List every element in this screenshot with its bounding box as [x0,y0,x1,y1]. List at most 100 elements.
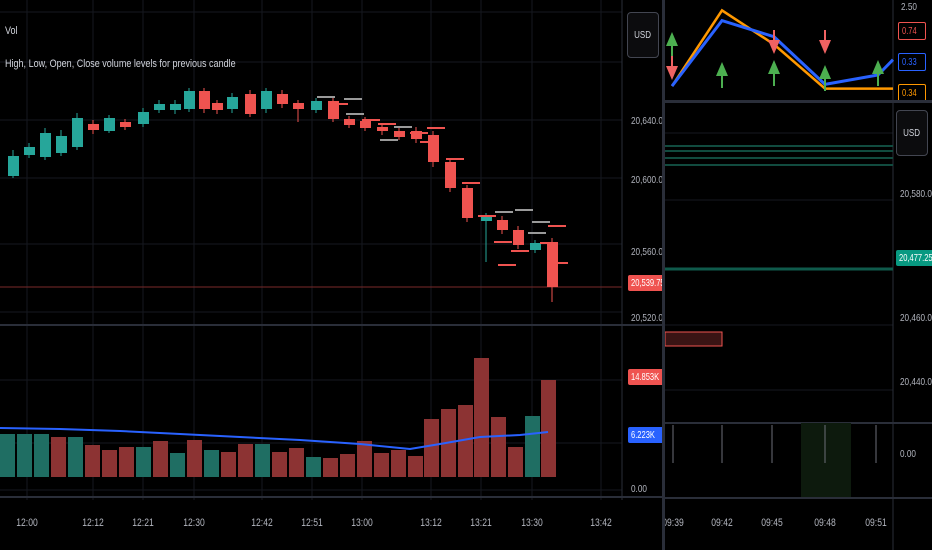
indicator-name: Vol [5,25,18,37]
volume-bar [136,447,151,477]
volume-bar [17,434,32,477]
last-price-value: 20,539.75 [631,277,662,289]
volume-bar [289,448,304,477]
time-label: 13:12 [420,517,442,529]
volume-bar [391,450,406,477]
candle-body [8,156,19,176]
volume-bar [340,454,355,477]
orange-series-line [670,8,893,90]
rb-price-badge: 20,477.25 [896,250,932,266]
time-label: 12:21 [132,517,154,529]
candle-body [212,103,223,110]
rt-badge-red: 0.74 [898,22,927,40]
candle-body [394,131,405,137]
rb-price-tick: 20,580.00 [900,188,932,200]
down-arrow-icon [819,40,831,54]
candle-body [328,101,339,119]
candle-body [120,122,131,127]
volume-badge-red: 14.853K [628,369,662,385]
main-chart-pane[interactable]: Vol High, Low, Open, Close volume levels… [0,0,662,550]
rt-badge-orange: 0.34 [898,84,927,100]
volume-zero-label: 0.00 [631,483,647,495]
volume-bar [34,434,49,477]
volume-bar [306,457,321,477]
rb-time-label: 09:45 [761,517,783,529]
candle-body [277,94,288,104]
right-bottom-panel[interactable]: USD 20,580.00 20,477.25 20,460.00 20,440… [665,103,932,550]
pane-separator-h[interactable] [665,100,932,103]
volume-bar [68,437,83,477]
pane-separator[interactable] [662,0,665,550]
candle-body [261,91,272,109]
main-chart-canvas[interactable] [0,0,662,550]
volume-bar [255,444,270,477]
volume-bar [408,456,423,477]
candle-body [40,133,51,157]
candle-body [360,121,371,128]
time-label: 12:42 [251,517,273,529]
currency-label: USD [634,29,652,41]
candle-body [428,135,439,162]
currency-label-right: USD [903,127,921,139]
volume-highlight [801,423,851,498]
volume-bar [374,453,389,477]
candle-body [497,220,508,230]
down-arrow-icon [666,66,678,80]
time-label: 12:00 [16,517,38,529]
volume-bar [541,380,556,477]
price-tick: 20,640.00 [631,115,662,127]
time-label: 12:30 [183,517,205,529]
time-label: 13:21 [470,517,492,529]
up-arrow-icon [819,65,831,79]
rb-time-label: 09:39 [665,517,684,529]
candle-body [227,97,238,109]
volume-bar [474,358,489,477]
rb-price-tick: 20,460.00 [900,312,932,324]
candle-body [530,243,541,250]
candle-body [481,216,492,221]
rb-time-label: 09:51 [865,517,887,529]
right-top-chart[interactable] [665,0,932,100]
currency-button[interactable]: USD [627,12,659,58]
candle-body [184,91,195,109]
candle-body [445,162,456,188]
candle-body [462,188,473,218]
candle-body [170,104,181,110]
volume-bar [272,452,287,477]
right-top-panel[interactable]: 2.50 0.74 0.33 0.34 [665,0,932,100]
currency-button-right[interactable]: USD [896,110,928,156]
candle-body [344,119,355,125]
volume-bar [424,419,439,477]
right-bottom-chart[interactable] [665,103,932,550]
volume-bar [323,458,338,477]
time-label: 13:30 [521,517,543,529]
rb-time-label: 09:48 [814,517,836,529]
volume-bar [525,416,540,477]
red-level-box [665,331,723,347]
volume-bar [458,405,473,477]
volume-bar [119,447,134,477]
volume-bar [204,450,219,477]
candle-body [104,118,115,131]
volume-bar [238,444,253,477]
candle-body [377,127,388,131]
candle-body [293,103,304,109]
down-arrow-icon [768,40,780,54]
time-label: 13:00 [351,517,373,529]
volume-bar [187,440,202,477]
volume-bar [102,450,117,477]
rt-tick: 2.50 [901,1,917,13]
volume-bar [0,434,15,477]
volume-bar [170,453,185,477]
price-tick: 20,520.00 [631,312,662,324]
candle-body [72,118,83,147]
candle-body [411,131,422,139]
rt-badge-orange-value: 0.34 [902,87,917,99]
volume-ma-line [0,427,549,451]
rb-zero-label: 0.00 [900,448,916,460]
up-arrow-icon [872,60,884,74]
volume-bar [221,452,236,477]
volume-ma-badge-value: 6.223K [631,429,655,441]
rt-badge-red-value: 0.74 [902,25,917,37]
up-arrow-icon [666,32,678,46]
